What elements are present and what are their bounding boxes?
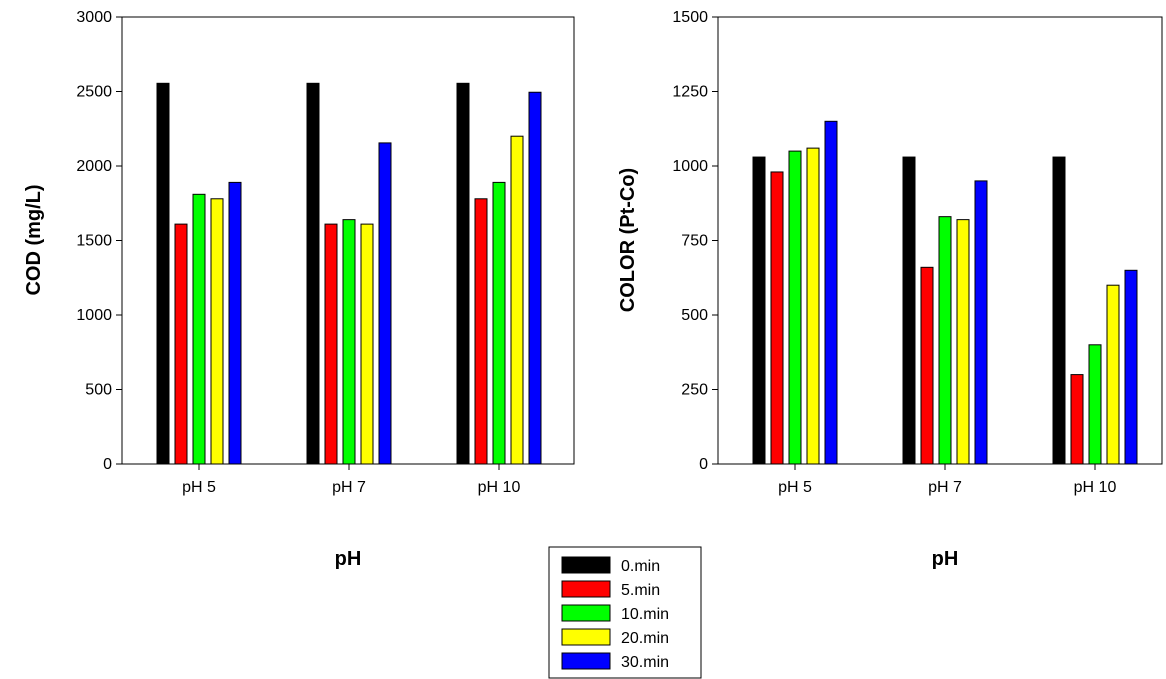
legend-label: 30.min [621, 654, 669, 671]
cod-bar [228, 181, 242, 465]
color-bar [974, 180, 988, 465]
color-y-tick-label: 250 [681, 382, 708, 399]
cod-bar [156, 82, 170, 465]
color-bar [824, 120, 838, 465]
color-y-tick-label: 1250 [672, 84, 708, 101]
color-bar [1070, 374, 1084, 465]
legend-swatch [561, 580, 611, 598]
color-y-tick-label: 0 [699, 456, 708, 473]
legend-swatch [561, 556, 611, 574]
cod-y-tick-label: 3000 [76, 9, 112, 26]
color-y-tick-label: 500 [681, 307, 708, 324]
legend-swatch [561, 652, 611, 670]
color-bar [1106, 284, 1120, 465]
cod-y-tick-label: 1500 [76, 233, 112, 250]
legend-label: 20.min [621, 630, 669, 647]
color-x-tick-label: pH 5 [778, 479, 812, 496]
color-x-tick-label: pH 10 [1074, 479, 1117, 496]
legend-swatch [561, 604, 611, 622]
color-bar [1088, 344, 1102, 465]
color-bar [788, 150, 802, 465]
cod-bar [492, 181, 506, 465]
cod-bar [306, 82, 320, 465]
legend: 0.min 5.min 10.min 20.min 30.min [548, 546, 702, 679]
color-bar [806, 147, 820, 465]
cod-x-tick-label: pH 5 [182, 479, 216, 496]
cod-bar [528, 91, 542, 465]
color-x-tick-label: pH 7 [928, 479, 962, 496]
cod-bar [474, 198, 488, 465]
color-x-axis-title: pH [932, 548, 959, 570]
color-y-tick-label: 750 [681, 233, 708, 250]
cod-bar [510, 135, 524, 465]
cod-bar [210, 198, 224, 465]
cod-bar [192, 193, 206, 465]
cod-bar [360, 223, 374, 465]
color-bar [1052, 156, 1066, 465]
color-y-tick-label: 1500 [672, 9, 708, 26]
legend-label: 0.min [621, 558, 660, 575]
cod-bar [174, 223, 188, 465]
color-chart: pH COLOR (Pt-Co) 0 250 500 750 1000 1250 1500 p… [617, 9, 1163, 570]
cod-bar [378, 142, 392, 465]
cod-chart: pH COD (mg/L) 0 500 1000 1500 2000 2500 3000 pH… [23, 9, 575, 570]
color-bar [902, 156, 916, 465]
cod-y-tick-label: 1000 [76, 307, 112, 324]
color-y-axis-title: COLOR (Pt-Co) [617, 168, 639, 312]
cod-bar [342, 219, 356, 465]
cod-y-tick-label: 500 [85, 382, 112, 399]
cod-y-tick-label: 2000 [76, 158, 112, 175]
cod-x-tick-label: pH 7 [332, 479, 366, 496]
cod-x-tick-label: pH 10 [478, 479, 521, 496]
cod-bar [324, 223, 338, 465]
color-bar [1124, 269, 1138, 465]
color-bar [770, 171, 784, 465]
cod-y-tick-label: 0 [103, 456, 112, 473]
color-y-tick-label: 1000 [672, 158, 708, 175]
cod-y-tick-label: 2500 [76, 84, 112, 101]
color-bar [752, 156, 766, 465]
legend-label: 10.min [621, 606, 669, 623]
cod-x-axis-title: pH [335, 548, 362, 570]
color-bar [920, 266, 934, 465]
color-bar [956, 219, 970, 465]
cod-y-axis-title: COD (mg/L) [23, 184, 45, 295]
legend-swatch [561, 628, 611, 646]
cod-bar [456, 82, 470, 465]
color-bar [938, 216, 952, 465]
legend-label: 5.min [621, 582, 660, 599]
